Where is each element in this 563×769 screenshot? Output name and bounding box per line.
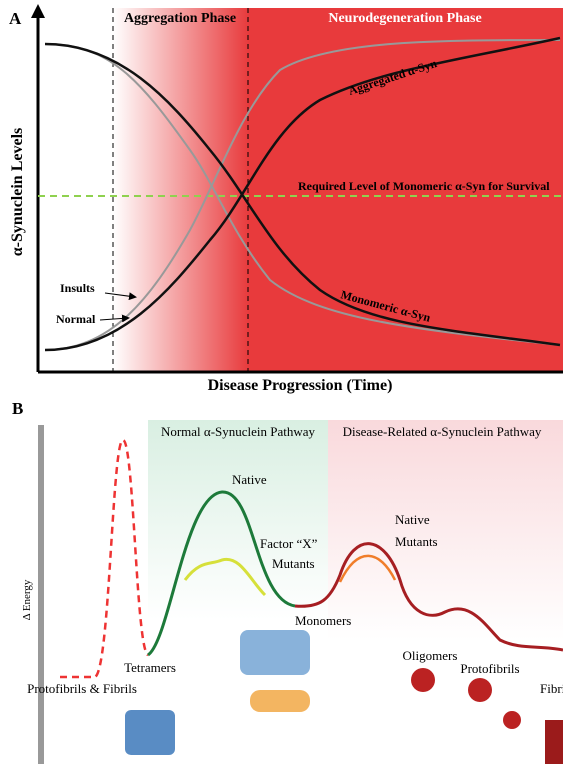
pathway-label: Normal α-Synuclein Pathway	[161, 424, 316, 439]
state-label: Native	[395, 512, 430, 527]
state-label: Protofibrils	[460, 661, 519, 676]
panel-letter: A	[9, 9, 22, 28]
state-label: Native	[232, 472, 267, 487]
panel-letter: B	[12, 399, 23, 418]
figure: A Aggregation Phase Neurodegeneration Ph…	[0, 0, 563, 764]
state-label: Factor “X”	[260, 536, 318, 551]
phase-label: Aggregation Phase	[124, 11, 236, 26]
insults-label: Insults	[60, 281, 95, 295]
phase-label: Neurodegeneration Phase	[328, 11, 481, 26]
threshold-label: Required Level of Monomeric α-Syn for Su…	[298, 179, 550, 193]
state-label: Mutants	[272, 556, 315, 571]
molecules	[125, 630, 563, 764]
panel-a: A Aggregation Phase Neurodegeneration Ph…	[9, 4, 563, 394]
normal-label: Normal	[56, 312, 96, 326]
state-label: Protofibrils & Fibrils	[27, 681, 137, 696]
state-label: Tetramers	[124, 660, 176, 675]
disease-bg	[328, 420, 563, 640]
energy-axis	[38, 425, 44, 764]
x-axis-label: Disease Progression (Time)	[208, 377, 393, 394]
pathway-label: Disease-Related α-Synuclein Pathway	[343, 424, 542, 439]
panel-b: B Normal α-Synuclein Pathway Disease-Rel…	[12, 399, 563, 764]
axis-arrow	[31, 4, 45, 18]
y-axis-label: α-Synuclein Levels	[9, 128, 26, 257]
state-label: Fibrils	[540, 681, 563, 696]
fibril-curve	[60, 440, 148, 677]
state-label: Monomers	[295, 613, 351, 628]
state-label: Oligomers	[403, 648, 458, 663]
y-axis-label: Δ Energy	[21, 579, 33, 620]
state-label: Mutants	[395, 534, 438, 549]
aggregation-bg	[113, 8, 249, 372]
